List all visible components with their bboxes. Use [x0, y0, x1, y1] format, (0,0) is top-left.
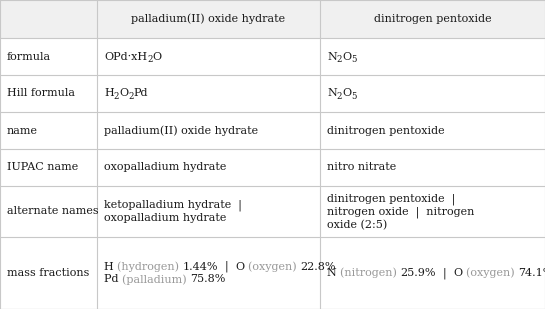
- Text: Pd: Pd: [104, 274, 122, 285]
- Text: O: O: [342, 52, 352, 61]
- Text: 2: 2: [337, 92, 342, 101]
- Text: (hydrogen): (hydrogen): [117, 261, 183, 272]
- Text: mass fractions: mass fractions: [7, 268, 89, 278]
- Text: O: O: [236, 261, 249, 272]
- Text: IUPAC name: IUPAC name: [7, 163, 78, 172]
- Text: N: N: [327, 88, 337, 99]
- Text: (oxygen): (oxygen): [467, 268, 518, 278]
- Text: H: H: [104, 88, 114, 99]
- Text: H: H: [104, 261, 117, 272]
- Text: palladium(II) oxide hydrate: palladium(II) oxide hydrate: [131, 14, 286, 24]
- Text: 1.44%: 1.44%: [183, 261, 218, 272]
- Text: 22.8%: 22.8%: [301, 261, 336, 272]
- Text: 2: 2: [147, 55, 153, 64]
- Text: |: |: [218, 261, 236, 272]
- Text: nitro nitrate: nitro nitrate: [327, 163, 396, 172]
- Text: O: O: [153, 52, 162, 61]
- Text: (oxygen): (oxygen): [249, 261, 301, 272]
- Text: 74.1%: 74.1%: [518, 268, 545, 278]
- Text: (palladium): (palladium): [122, 274, 190, 285]
- Text: N: N: [327, 268, 340, 278]
- Bar: [0, 186, 545, 237]
- Text: formula: formula: [7, 52, 51, 61]
- Bar: [0, 38, 545, 75]
- Text: dinitrogen pentoxide: dinitrogen pentoxide: [374, 14, 491, 24]
- Text: 2: 2: [337, 55, 342, 64]
- Bar: [0, 237, 545, 309]
- Text: 5: 5: [352, 55, 357, 64]
- Text: ketopalladium hydrate  |
oxopalladium hydrate: ketopalladium hydrate | oxopalladium hyd…: [104, 200, 242, 223]
- Text: Hill formula: Hill formula: [7, 88, 75, 99]
- Bar: [0, 112, 545, 149]
- Bar: [0, 149, 545, 186]
- Text: N: N: [327, 52, 337, 61]
- Text: OPd·xH: OPd·xH: [104, 52, 147, 61]
- Text: dinitrogen pentoxide  |
nitrogen oxide  |  nitrogen
oxide (2:5): dinitrogen pentoxide | nitrogen oxide | …: [327, 193, 474, 230]
- Text: Pd: Pd: [134, 88, 148, 99]
- Text: |: |: [436, 267, 454, 279]
- Text: 2: 2: [114, 92, 119, 101]
- Bar: [0, 0, 545, 38]
- Text: 75.8%: 75.8%: [190, 274, 226, 285]
- Text: alternate names: alternate names: [7, 206, 99, 217]
- Text: O: O: [454, 268, 467, 278]
- Text: palladium(II) oxide hydrate: palladium(II) oxide hydrate: [104, 125, 258, 136]
- Text: 25.9%: 25.9%: [401, 268, 436, 278]
- Text: (nitrogen): (nitrogen): [340, 268, 401, 278]
- Bar: [0, 75, 545, 112]
- Text: dinitrogen pentoxide: dinitrogen pentoxide: [327, 125, 445, 136]
- Text: oxopalladium hydrate: oxopalladium hydrate: [104, 163, 226, 172]
- Text: O: O: [119, 88, 129, 99]
- Text: 5: 5: [352, 92, 357, 101]
- Text: 2: 2: [129, 92, 134, 101]
- Text: name: name: [7, 125, 38, 136]
- Text: O: O: [342, 88, 352, 99]
